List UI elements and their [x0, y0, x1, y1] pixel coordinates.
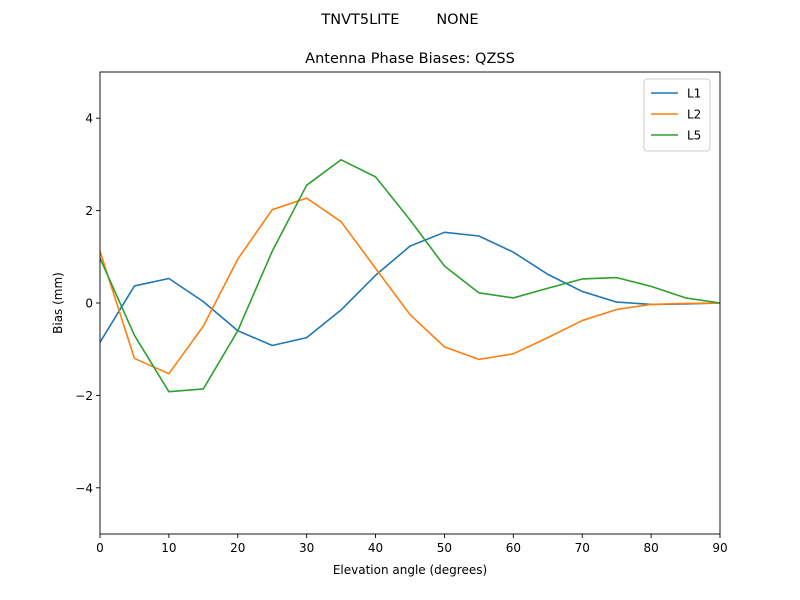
- y-tick-label: −2: [75, 389, 93, 403]
- x-tick-label: 0: [96, 541, 104, 555]
- x-tick-label: 90: [712, 541, 727, 555]
- x-tick-label: 30: [299, 541, 314, 555]
- plot-area: [99, 71, 721, 535]
- y-axis-label: Bias (mm): [51, 272, 65, 334]
- axis-ticks: 0 10 20 30 40 50 60 70 80 90 −4 −2 0 2 4: [75, 112, 727, 555]
- legend-label-l5: L5: [687, 129, 701, 143]
- y-tick-label: −4: [75, 481, 93, 495]
- x-tick-label: 10: [161, 541, 176, 555]
- legend: L1 L2 L5: [643, 78, 711, 152]
- x-tick-label: 50: [437, 541, 452, 555]
- legend-label-l2: L2: [687, 108, 701, 122]
- y-tick-label: 0: [85, 297, 93, 311]
- chart-title: Antenna Phase Biases: QZSS: [305, 51, 515, 67]
- y-tick-label: 4: [85, 112, 93, 126]
- series-line-l2: [100, 197, 720, 375]
- x-axis-label: Elevation angle (degrees): [333, 563, 487, 577]
- series-line-l1: [100, 231, 720, 347]
- legend-label-l1: L1: [687, 87, 701, 101]
- x-tick-label: 70: [575, 541, 590, 555]
- x-tick-label: 20: [230, 541, 245, 555]
- x-tick-label: 80: [643, 541, 658, 555]
- legend-box: [643, 78, 711, 152]
- series-line-l5: [100, 158, 720, 393]
- y-tick-label: 2: [85, 204, 93, 218]
- x-tick-label: 40: [368, 541, 383, 555]
- x-tick-label: 60: [506, 541, 521, 555]
- figure-suptitle: TNVT5LITE NONE: [320, 12, 478, 28]
